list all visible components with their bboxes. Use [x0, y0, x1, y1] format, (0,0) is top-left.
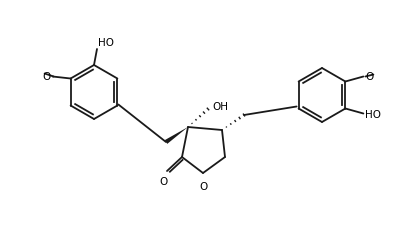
Text: O: O	[159, 176, 167, 186]
Text: O: O	[200, 181, 208, 191]
Text: HO: HO	[365, 109, 381, 119]
Text: O: O	[365, 72, 374, 82]
Text: HO: HO	[98, 38, 114, 48]
Text: OH: OH	[212, 101, 228, 112]
Text: O: O	[43, 72, 51, 82]
Polygon shape	[165, 127, 188, 144]
